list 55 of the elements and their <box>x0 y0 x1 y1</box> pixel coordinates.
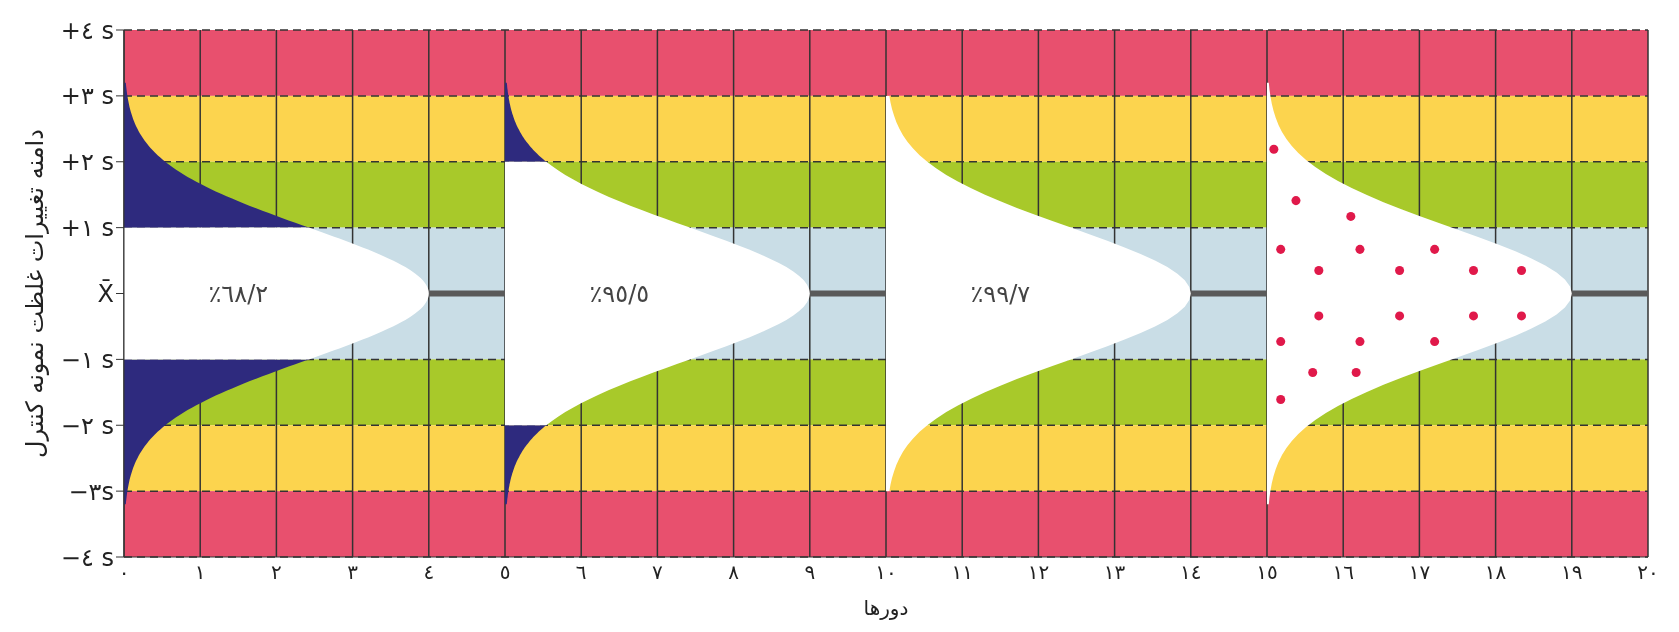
y-tick-label: +٢ s <box>60 148 114 177</box>
point <box>1430 337 1440 347</box>
point <box>1516 265 1527 275</box>
point <box>1276 244 1286 254</box>
y-tick-label: +١ s <box>60 214 114 243</box>
point <box>1308 368 1318 378</box>
x-tick-label: ٠ <box>118 560 130 585</box>
x-tick-label: ١١ <box>951 560 973 585</box>
point <box>1346 211 1356 221</box>
y-tick-label: −٢ s <box>60 411 114 440</box>
y-tick-label: +٤ s <box>60 16 114 45</box>
x-tick-label: ٧ <box>652 560 664 585</box>
annotation: ٪٩٩/٧ <box>970 279 1031 308</box>
point <box>1314 265 1324 275</box>
x-tick-label: ٤ <box>423 560 435 585</box>
point <box>1276 395 1286 405</box>
point <box>1276 337 1286 347</box>
annotation: ٪٩٥/٥ <box>589 279 650 308</box>
x-tick-label: ١٤ <box>1180 560 1202 585</box>
x-tick-label: ١٢ <box>1027 560 1050 585</box>
y-tick-label: X̄ <box>97 278 114 309</box>
x-tick-label: ١٧ <box>1408 560 1431 585</box>
point <box>1430 244 1440 254</box>
point <box>1314 311 1324 321</box>
y-tick-label: −٣s <box>68 477 114 506</box>
point <box>1351 368 1361 378</box>
x-tick-label: ٦ <box>575 560 587 585</box>
point <box>1355 244 1365 254</box>
x-tick-label: ٢٠ <box>1637 560 1659 585</box>
point <box>1516 311 1527 321</box>
annotation: ٪٦٨/٢ <box>208 279 269 308</box>
point <box>1468 311 1479 321</box>
point <box>1355 337 1365 347</box>
x-tick-label: ٩ <box>804 560 816 585</box>
y-tick-label: +٣ s <box>60 82 114 111</box>
x-axis-title: دورها <box>863 596 909 620</box>
x-tick-label: ١٥ <box>1256 560 1278 585</box>
x-tick-label: ١٣ <box>1103 560 1126 585</box>
y-tick-label: −١ s <box>60 345 114 374</box>
x-tick-label: ٣ <box>347 560 359 585</box>
x-tick-label: ١ <box>194 560 206 585</box>
x-tick-label: ١٦ <box>1332 560 1354 585</box>
x-tick-label: ١٩ <box>1561 560 1583 585</box>
y-axis-title: دامنه تغییرات غلظت نمونه کنترل <box>20 129 49 458</box>
point <box>1395 311 1405 321</box>
point <box>1269 144 1279 154</box>
point <box>1468 265 1479 275</box>
x-tick-label: ٢ <box>271 560 282 585</box>
x-tick-label: ٥ <box>499 560 511 585</box>
x-tick-label: ١٨ <box>1484 560 1507 585</box>
x-tick-label: ١٠ <box>875 560 897 585</box>
point <box>1291 196 1301 206</box>
y-tick-label: −٤ s <box>60 543 114 572</box>
x-tick-label: ٨ <box>728 560 740 585</box>
point <box>1395 265 1405 275</box>
